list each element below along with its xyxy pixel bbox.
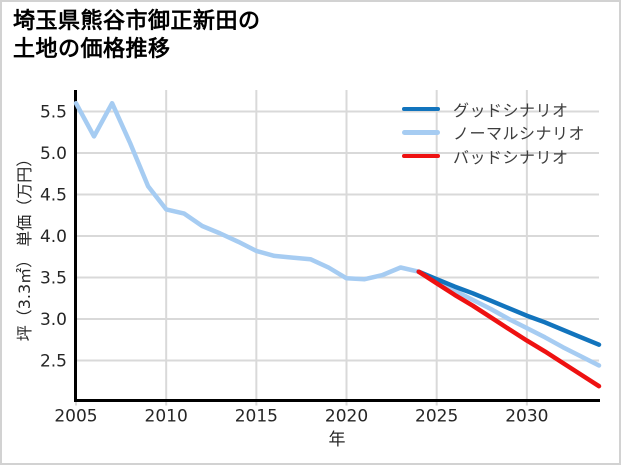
x-tick-label: 2025	[415, 407, 458, 427]
x-tick-label: 2005	[54, 407, 97, 427]
y-tick-label: 4.0	[40, 227, 67, 247]
y-tick-label: 5.5	[40, 103, 67, 123]
x-axis-label: 年	[328, 430, 346, 450]
chart-title: 埼玉県熊谷市御正新田の 土地の価格推移	[13, 8, 261, 64]
legend-label-good: グッドシナリオ	[453, 100, 569, 120]
legend-item-normal: ノーマルシナリオ	[402, 121, 585, 145]
legend-item-bad: バッドシナリオ	[402, 144, 585, 168]
x-tick-label: 2020	[325, 407, 368, 427]
y-tick-label: 5.0	[40, 144, 67, 164]
legend-item-good: グッドシナリオ	[402, 97, 585, 121]
legend-label-bad: バッドシナリオ	[453, 147, 569, 167]
chart-title-line-2: 土地の価格推移	[13, 37, 171, 62]
y-tick-label: 3.0	[40, 310, 67, 330]
legend-label-normal: ノーマルシナリオ	[453, 124, 586, 144]
series-line-history	[73, 100, 421, 282]
x-tick-label: 2015	[235, 407, 278, 427]
legend-swatch-normal	[402, 130, 440, 135]
series-line-bad	[416, 269, 602, 389]
x-tick-label: 2030	[505, 407, 548, 427]
y-tick-label: 4.5	[40, 186, 67, 206]
legend-swatch-good	[402, 106, 440, 111]
y-axis-label: 坪（3.3㎡） 単価（万円）	[15, 150, 34, 342]
series-line-normal	[416, 269, 602, 368]
legend-swatch-bad	[402, 153, 440, 158]
y-tick-label: 2.5	[40, 352, 67, 372]
y-tick-label: 3.5	[40, 269, 67, 289]
series-line-good	[416, 269, 602, 347]
chart-title-line-1: 埼玉県熊谷市御正新田の	[13, 9, 261, 34]
x-tick-label: 2010	[145, 407, 188, 427]
legend: グッドシナリオ ノーマルシナリオ バッドシナリオ	[402, 97, 585, 168]
